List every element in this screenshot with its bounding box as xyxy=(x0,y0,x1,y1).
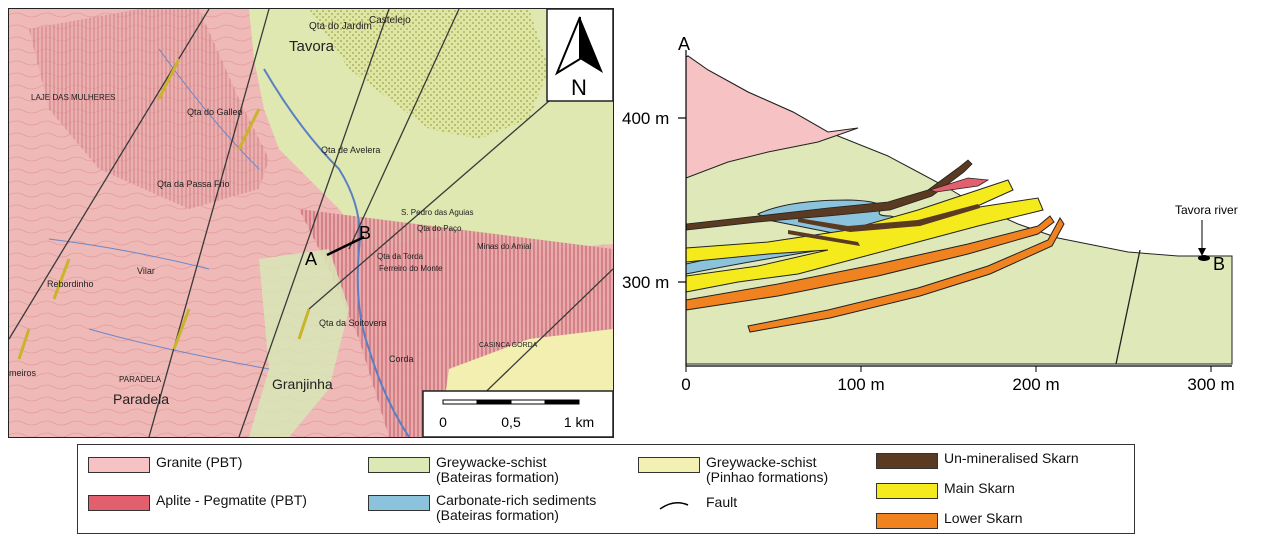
place-qta-passa-frio: Qta da Passa Frio xyxy=(157,179,230,189)
place-qta-de-avelera: Qta de Avelera xyxy=(321,145,380,155)
x-tick-100: 100 m xyxy=(837,375,884,394)
geological-map: Qta do Jardim Castelejo Tavora LAJE DAS … xyxy=(8,8,614,438)
legend-swatch-carbonate xyxy=(368,495,430,511)
place-names: Qta do Jardim Castelejo Tavora LAJE DAS … xyxy=(9,15,538,407)
legend-label-lower-skarn: Lower Skarn xyxy=(944,510,1023,526)
legend-item-fault: Fault xyxy=(638,495,737,515)
section-unmineralised-skarn-2 xyxy=(798,204,980,232)
section-unmineralised-skarn-3 xyxy=(788,230,860,246)
place-s-pedro-das-aguias: S. Pedro das Aguias xyxy=(401,208,474,217)
place-qta-do-jardim: Qta do Jardim xyxy=(309,21,372,32)
map-canvas: Qta do Jardim Castelejo Tavora LAJE DAS … xyxy=(9,9,613,437)
legend-label-granite: Granite (PBT) xyxy=(156,454,243,470)
place-qta-do-paco: Qta do Paço xyxy=(417,224,462,233)
section-aplite xyxy=(928,177,990,193)
place-qta-da-soitovera: Qta da Soitovera xyxy=(319,318,387,328)
cross-section: Tavora river B A 400 m 300 m 0 100 m 200… xyxy=(618,20,1258,430)
legend-item-lower-skarn: Lower Skarn xyxy=(876,511,1023,529)
scale-tick-0: 0 xyxy=(439,414,447,430)
legend-label-aplite: Aplite - Pegmatite (PBT) xyxy=(156,492,307,508)
legend-swatch-greywacke-bateiras xyxy=(368,457,430,473)
section-unmineralised-skarn xyxy=(685,159,973,231)
section-lower-skarn-upper xyxy=(685,215,1055,311)
legend-swatch-greywacke-pinhao xyxy=(638,457,700,473)
legend-item-unmineralised-skarn: Un-mineralised Skarn xyxy=(876,451,1079,469)
section-line-ab xyxy=(326,235,365,257)
scale-tick-half: 0,5 xyxy=(501,414,521,430)
legend-label-carbonate: Carbonate-rich sediments (Bateiras forma… xyxy=(436,492,597,523)
legend-swatch-granite xyxy=(88,457,150,473)
tavora-river xyxy=(263,68,410,437)
legend-item-granite: Granite (PBT) xyxy=(88,455,242,473)
river-label: Tavora river xyxy=(1175,203,1238,217)
legend-fault-symbol xyxy=(659,502,689,510)
north-label: N xyxy=(571,75,587,100)
place-paradela: Paradela xyxy=(113,391,169,407)
place-castelejo: Castelejo xyxy=(369,15,411,26)
legend-swatch-lower-skarn xyxy=(876,513,938,529)
x-tick-200: 200 m xyxy=(1012,375,1059,394)
place-casinca-gorda: CASINCA GORDA xyxy=(479,342,538,349)
map-label-a: A xyxy=(305,249,317,269)
legend-label-unmineralised-skarn: Un-mineralised Skarn xyxy=(944,450,1079,466)
section-granite xyxy=(685,55,859,179)
place-minas-do-amial: Minas do Amial xyxy=(477,242,531,251)
legend-label-greywacke-pinhao: Greywacke-schist (Pinhao formations) xyxy=(706,454,829,485)
north-arrow: N xyxy=(546,9,613,102)
legend-label-main-skarn: Main Skarn xyxy=(944,480,1015,496)
scale-bar: 0 0,5 1 km xyxy=(422,390,613,437)
x-tick-300: 300 m xyxy=(1187,375,1234,394)
legend-label-fault: Fault xyxy=(706,494,738,510)
place-granjinha: Granjinha xyxy=(272,376,333,392)
legend-item-aplite: Aplite - Pegmatite (PBT) xyxy=(88,493,307,511)
place-qta-da-torda: Qta da Torda xyxy=(377,252,424,261)
legend-item-greywacke-pinhao: Greywacke-schist (Pinhao formations) xyxy=(638,455,828,485)
legend-swatch-unmineralised-skarn xyxy=(876,453,938,469)
section-main-skarn xyxy=(685,179,1044,293)
river-mark xyxy=(1198,255,1210,261)
place-tavora: Tavora xyxy=(289,38,335,55)
legend-item-main-skarn: Main Skarn xyxy=(876,481,1015,499)
place-vilar: Vilar xyxy=(137,266,155,276)
legend-swatch-aplite xyxy=(88,495,150,511)
place-rebordinho: Rebordinho xyxy=(47,279,94,289)
map-label-b: B xyxy=(359,223,371,243)
cross-section-canvas: Tavora river B A 400 m 300 m 0 100 m 200… xyxy=(622,34,1238,394)
aplite-dykes xyxy=(17,58,311,360)
place-corda: Corda xyxy=(389,354,414,364)
place-paradela-caps: PARADELA xyxy=(119,375,162,384)
place-qta-do-galleo: Qta do Galleo xyxy=(187,107,243,117)
section-label-a: A xyxy=(678,34,690,54)
legend-swatch-main-skarn xyxy=(876,483,938,499)
section-label-b: B xyxy=(1213,254,1225,274)
x-tick-0: 0 xyxy=(681,375,690,394)
y-tick-400: 400 m xyxy=(622,109,669,128)
legend-item-greywacke-bateiras: Greywacke-schist (Bateiras formation) xyxy=(368,455,559,485)
y-tick-300: 300 m xyxy=(622,273,669,292)
section-lower-skarn-lower xyxy=(747,217,1065,333)
legend: Granite (PBT) Aplite - Pegmatite (PBT) G… xyxy=(77,444,1135,534)
scale-tick-1km: 1 km xyxy=(564,414,594,430)
place-meiros: meiros xyxy=(9,368,37,378)
legend-item-carbonate: Carbonate-rich sediments (Bateiras forma… xyxy=(368,493,596,523)
legend-label-greywacke-bateiras: Greywacke-schist (Bateiras formation) xyxy=(436,454,559,485)
place-ferreiro-do-monte: Ferreiro do Monte xyxy=(379,264,443,273)
place-laje-das-mulheres: LAJE DAS MULHERES xyxy=(31,93,115,102)
section-fault xyxy=(1115,249,1141,365)
